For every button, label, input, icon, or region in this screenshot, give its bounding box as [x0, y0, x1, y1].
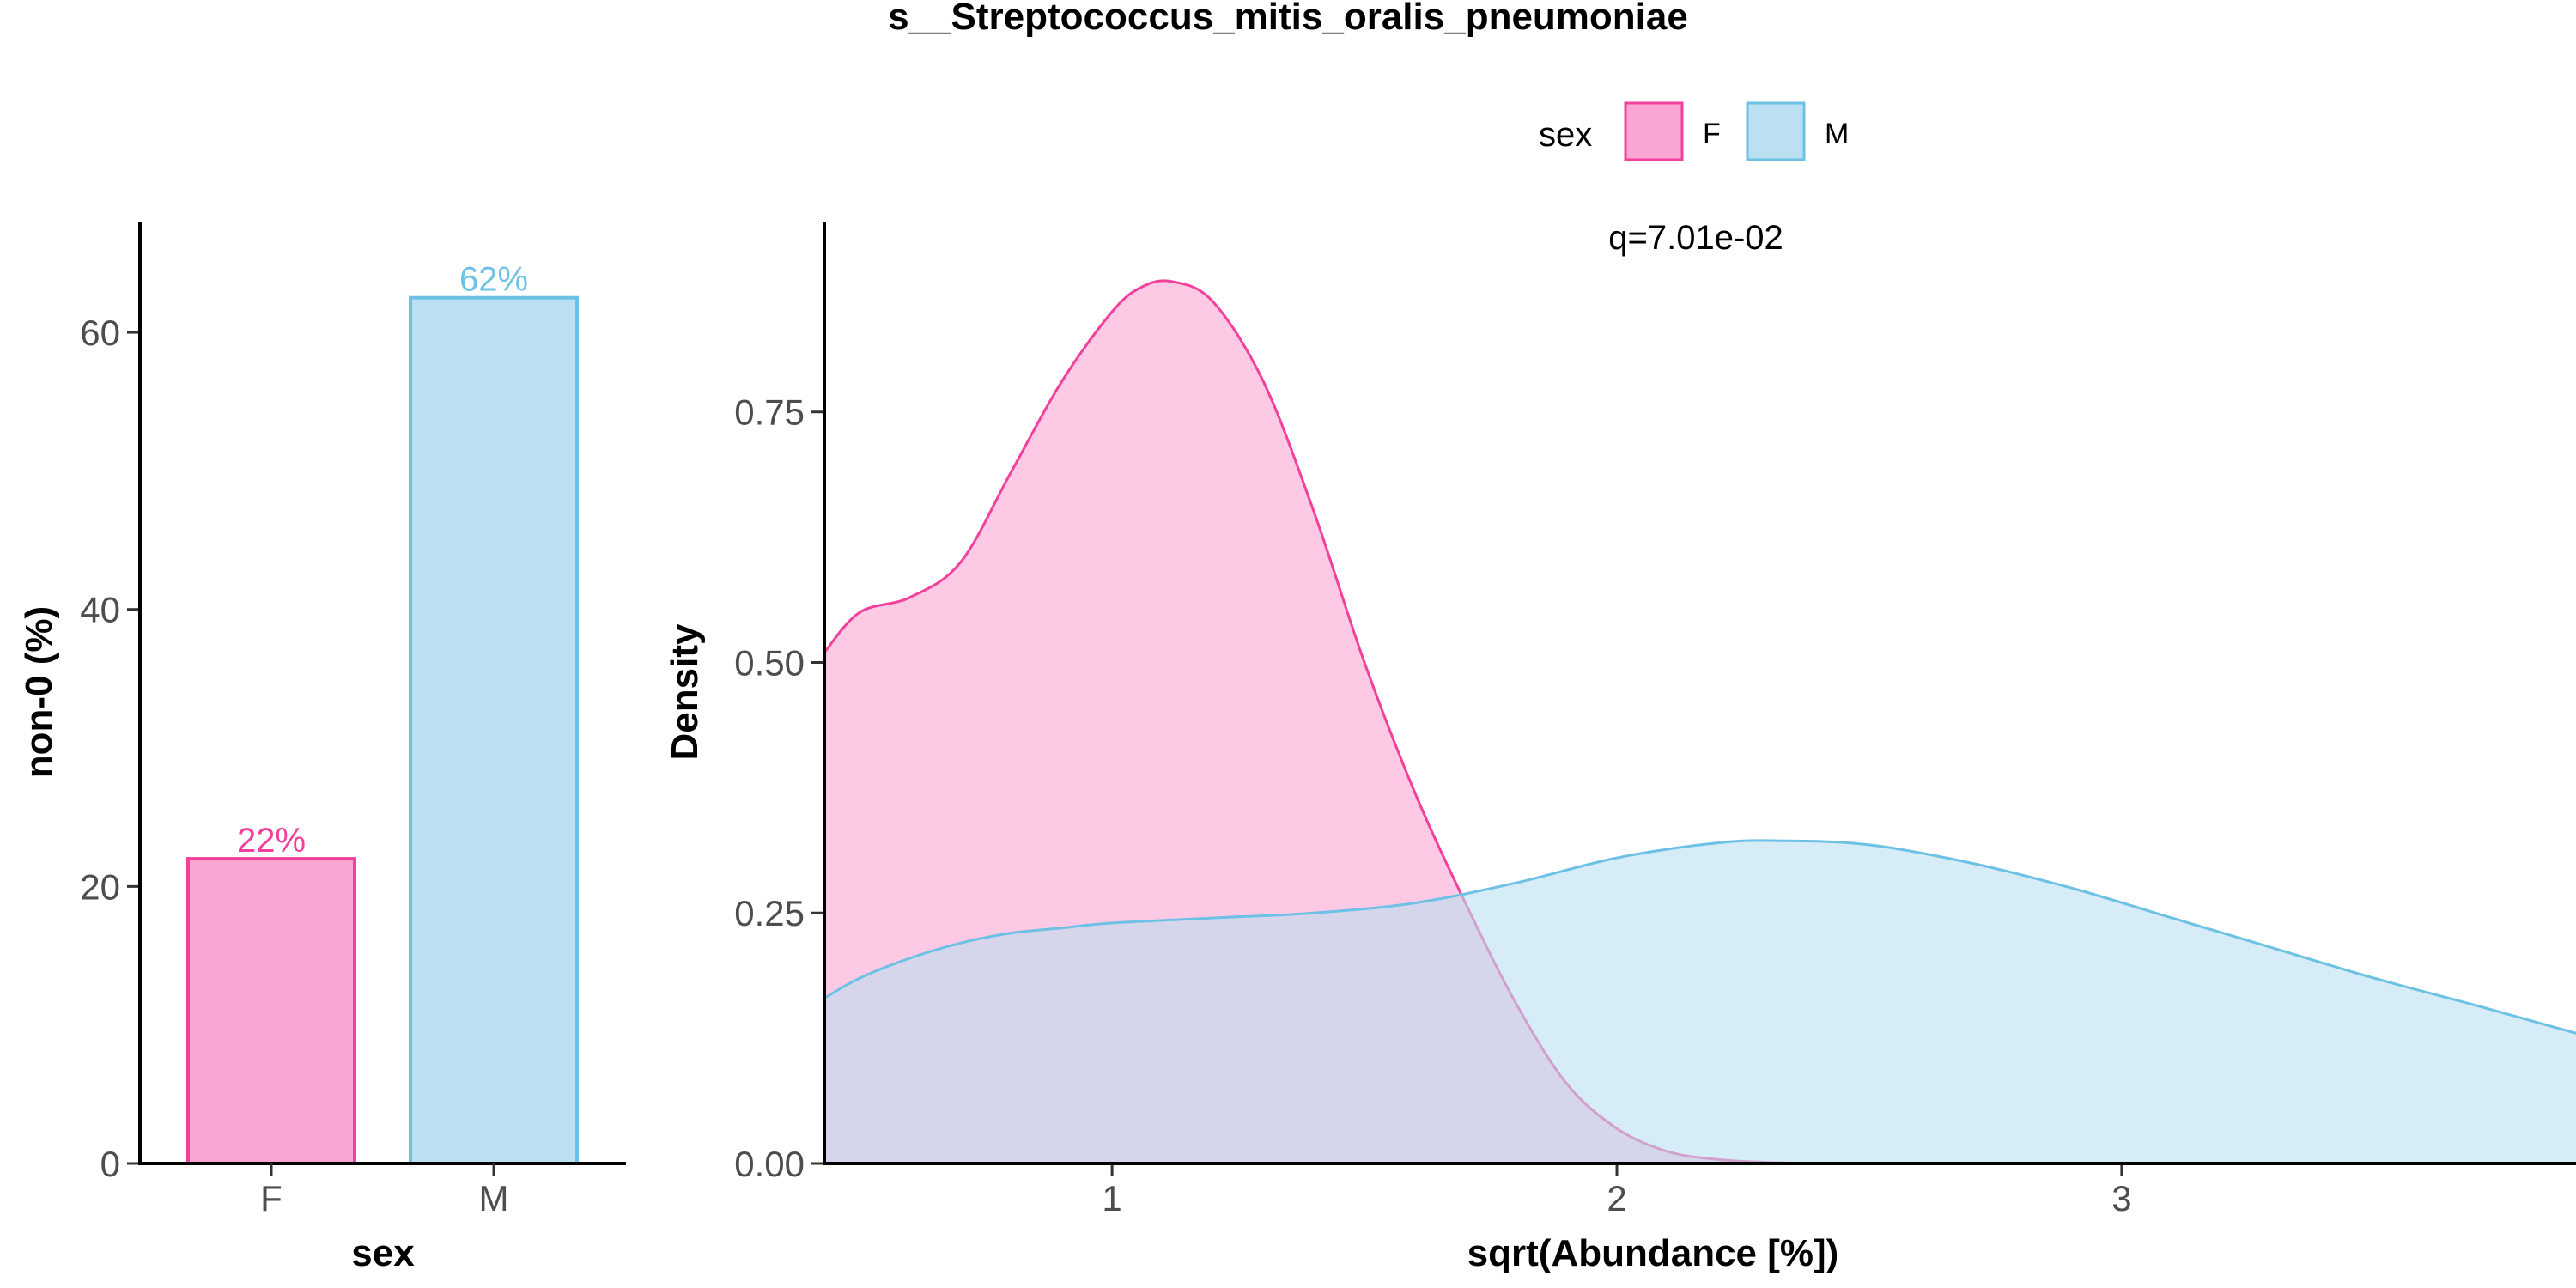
legend-swatch-f: [1624, 101, 1684, 161]
bar-f: [186, 857, 356, 1166]
legend-title: sex: [1539, 116, 1592, 154]
bar-value-label-f: 22%: [237, 822, 306, 860]
bar-m: [409, 295, 579, 1165]
legend-label-f: F: [1703, 118, 1721, 150]
bar-y-axis-title: non-0 (%): [18, 606, 60, 778]
density-y-tick-label: 0.25: [734, 893, 805, 933]
density-y-axis-title: Density: [664, 623, 706, 760]
density-y-tick-label: 0.00: [734, 1144, 805, 1184]
bar-marks: 22% 62%: [186, 261, 579, 1166]
bar-chart-panel: 0 20 40 60 22% 62% F M sex non-0 (%): [18, 222, 626, 1274]
bar-y-tick-label: 20: [80, 866, 120, 907]
bar-x-tick-label-f: F: [260, 1178, 283, 1218]
bar-x-tick-label-m: M: [479, 1178, 509, 1218]
legend: sex F M: [1539, 101, 1849, 161]
density-x-tick-label: 3: [2111, 1178, 2131, 1218]
legend-label-m: M: [1825, 118, 1849, 150]
density-area-m: [824, 840, 2576, 1163]
chart-title: s__Streptococcus_mitis_oralis_pneumoniae: [888, 0, 1688, 38]
bar-y-ticks: 0 20 40 60: [80, 313, 140, 1184]
density-ticks: 0.00 0.25 0.50 0.75 1 2 3: [734, 392, 2131, 1218]
density-line-m: [823, 839, 2576, 1035]
density-y-tick-label: 0.75: [734, 392, 805, 433]
bar-y-tick-label: 40: [80, 590, 120, 630]
density-x-axis-title: sqrt(Abundance [%]): [1467, 1232, 1839, 1274]
density-x-tick-label: 1: [1102, 1178, 1121, 1218]
density-y-tick-label: 0.50: [734, 642, 805, 683]
bar-x-axis-title: sex: [351, 1232, 415, 1274]
density-x-tick-label: 2: [1607, 1178, 1626, 1218]
bar-y-tick-label: 60: [80, 313, 120, 353]
q-value-annotation: q=7.01e-02: [1608, 219, 1783, 257]
density-areas: [823, 279, 2576, 1165]
density-chart-panel: 0.00 0.25 0.50 0.75 1 2 3 q=7.01e-02 sqrt(Abun…: [664, 219, 2576, 1274]
bar-y-tick-label: 0: [100, 1144, 120, 1184]
bar-value-label-m: 62%: [459, 261, 528, 299]
legend-swatch-m: [1746, 101, 1806, 161]
